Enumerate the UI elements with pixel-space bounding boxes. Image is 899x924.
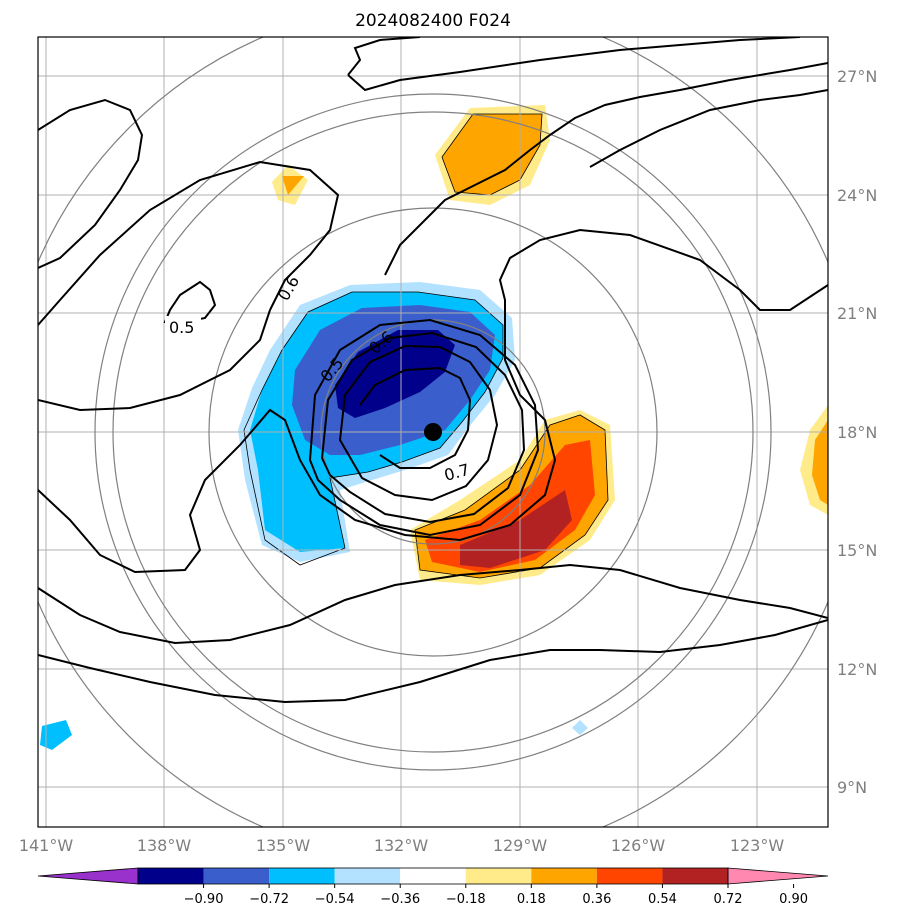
colorbar-labels: −0.90 −0.72 −0.54 −0.36 −0.18 0.18 0.36 0.54 0.7… (184, 884, 808, 907)
map-frame (37, 36, 829, 828)
lon-label: 126°W (611, 836, 666, 855)
positive-anomaly-region (812, 420, 828, 505)
negative-anomaly-region (572, 720, 588, 735)
latitude-labels: 27°N 24°N 21°N 18°N 15°N 12°N 9°N (837, 67, 877, 797)
colorbar-swatch (531, 868, 597, 884)
colorbar-tick-label: −0.36 (380, 892, 420, 907)
lat-label: 21°N (837, 304, 877, 323)
lat-label: 15°N (837, 541, 877, 560)
colorbar-swatch (662, 868, 728, 884)
range-rings (38, 37, 828, 827)
contour-labels: 0.5 (165, 316, 201, 337)
colorbar-swatch (269, 868, 335, 884)
shaded-fields (40, 105, 828, 750)
colorbar-extension-low (37, 867, 139, 885)
lat-label: 18°N (837, 423, 877, 442)
lat-label: 9°N (837, 778, 867, 797)
lat-label: 24°N (837, 186, 877, 205)
lon-label: 132°W (374, 836, 429, 855)
positive-anomaly-region (460, 490, 572, 568)
colorbar-tick-label: 0.54 (648, 892, 677, 907)
colorbar-tick-label: −0.90 (184, 892, 224, 907)
colorbar-extension-high (727, 867, 829, 885)
lon-label: 138°W (137, 836, 192, 855)
colorbar-outline (137, 867, 729, 885)
colorbar-tick-label: −0.18 (446, 892, 486, 907)
map-area: 0.5 0.6 0.5 0.6 0.7 (38, 37, 828, 827)
longitude-labels: 141°W 138°W 135°W 132°W 129°W 126°W 123°… (19, 836, 785, 855)
contour-lines (38, 37, 828, 704)
map-title: 2024082400 F024 (355, 11, 511, 31)
contour-label: 0.5 (169, 318, 194, 337)
colorbar-swatch (596, 868, 663, 884)
lon-label: 141°W (19, 836, 74, 855)
colorbar-tick-label: −0.72 (249, 892, 289, 907)
colorbar-swatch (138, 868, 204, 884)
colorbar-tick-label: −0.54 (315, 892, 355, 907)
colorbar (37, 867, 829, 885)
colorbar-swatch (334, 868, 401, 884)
colorbar-tick-label: 0.90 (779, 892, 808, 907)
colorbar-tick-label: 0.18 (517, 892, 546, 907)
lon-label: 135°W (256, 836, 311, 855)
colorbar-tick-label: 0.36 (582, 892, 611, 907)
lat-label: 27°N (837, 67, 877, 86)
positive-anomaly-region (282, 176, 304, 195)
lat-label: 12°N (837, 660, 877, 679)
storm-center-marker (424, 423, 442, 441)
colorbar-tick-label: 0.72 (714, 892, 743, 907)
colorbar-swatch (400, 868, 466, 884)
lon-label: 123°W (730, 836, 785, 855)
positive-anomaly-region (442, 114, 542, 195)
lon-label: 129°W (493, 836, 548, 855)
colorbar-swatch (465, 868, 532, 884)
negative-anomaly-region (40, 720, 72, 750)
colorbar-swatch (203, 868, 270, 884)
